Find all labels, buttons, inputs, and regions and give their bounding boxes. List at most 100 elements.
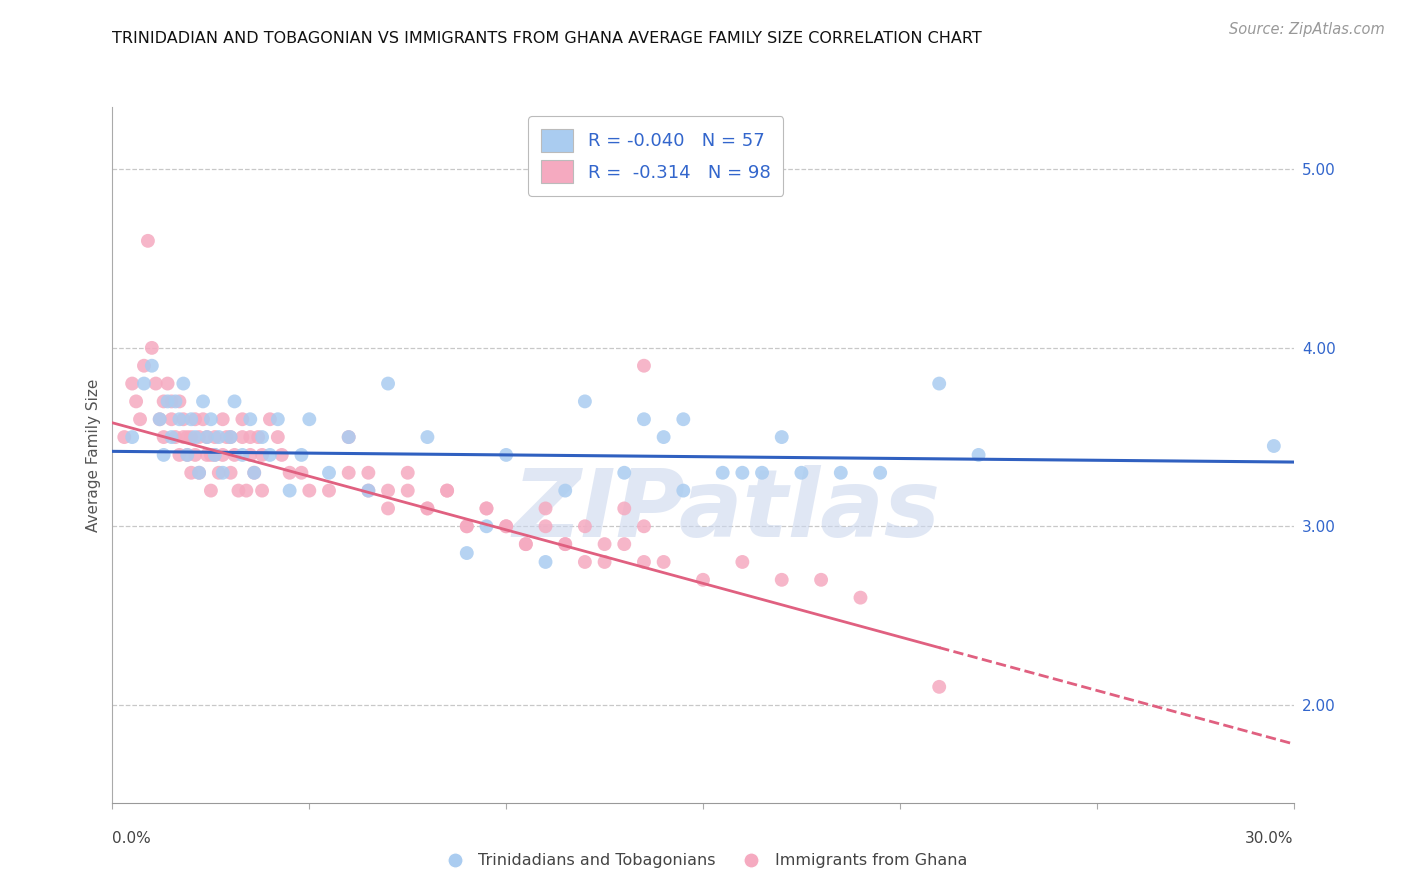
Point bbox=[219, 430, 242, 444]
Point bbox=[337, 430, 360, 444]
Point bbox=[613, 537, 636, 551]
Point bbox=[416, 501, 439, 516]
Point bbox=[456, 546, 478, 560]
Point bbox=[574, 519, 596, 533]
Point bbox=[278, 483, 301, 498]
Point bbox=[692, 573, 714, 587]
Point bbox=[169, 394, 191, 409]
Point bbox=[121, 430, 143, 444]
Point bbox=[191, 412, 214, 426]
Point bbox=[849, 591, 872, 605]
Point bbox=[169, 448, 191, 462]
Point bbox=[790, 466, 813, 480]
Point bbox=[141, 359, 163, 373]
Point bbox=[195, 430, 218, 444]
Point bbox=[224, 448, 246, 462]
Point bbox=[184, 430, 207, 444]
Point bbox=[711, 466, 734, 480]
Point bbox=[770, 430, 793, 444]
Text: TRINIDADIAN AND TOBAGONIAN VS IMMIGRANTS FROM GHANA AVERAGE FAMILY SIZE CORRELAT: TRINIDADIAN AND TOBAGONIAN VS IMMIGRANTS… bbox=[112, 31, 983, 46]
Point bbox=[180, 430, 202, 444]
Point bbox=[160, 430, 183, 444]
Point bbox=[633, 519, 655, 533]
Point bbox=[377, 501, 399, 516]
Point bbox=[633, 359, 655, 373]
Point bbox=[593, 555, 616, 569]
Point bbox=[152, 394, 174, 409]
Point bbox=[633, 412, 655, 426]
Point bbox=[495, 519, 517, 533]
Point bbox=[396, 466, 419, 480]
Point bbox=[928, 680, 950, 694]
Point bbox=[195, 430, 218, 444]
Point bbox=[270, 448, 292, 462]
Point bbox=[152, 430, 174, 444]
Point bbox=[337, 430, 360, 444]
Legend: Trinidadians and Tobagonians, Immigrants from Ghana: Trinidadians and Tobagonians, Immigrants… bbox=[432, 847, 974, 875]
Point bbox=[534, 519, 557, 533]
Point bbox=[751, 466, 773, 480]
Point bbox=[188, 430, 211, 444]
Point bbox=[290, 448, 312, 462]
Point bbox=[243, 466, 266, 480]
Point bbox=[515, 537, 537, 551]
Point bbox=[239, 430, 262, 444]
Point bbox=[208, 430, 231, 444]
Point bbox=[672, 483, 695, 498]
Point bbox=[633, 555, 655, 569]
Point bbox=[810, 573, 832, 587]
Point bbox=[278, 466, 301, 480]
Point bbox=[172, 376, 194, 391]
Point bbox=[456, 519, 478, 533]
Point bbox=[195, 448, 218, 462]
Point bbox=[475, 519, 498, 533]
Point bbox=[239, 412, 262, 426]
Point bbox=[298, 483, 321, 498]
Point bbox=[145, 376, 167, 391]
Point bbox=[652, 555, 675, 569]
Point bbox=[160, 412, 183, 426]
Point bbox=[495, 519, 517, 533]
Point bbox=[112, 430, 135, 444]
Point bbox=[731, 466, 754, 480]
Point bbox=[259, 448, 281, 462]
Point bbox=[172, 412, 194, 426]
Point bbox=[534, 555, 557, 569]
Point bbox=[180, 412, 202, 426]
Point bbox=[243, 466, 266, 480]
Point bbox=[731, 555, 754, 569]
Point bbox=[250, 483, 273, 498]
Point bbox=[200, 483, 222, 498]
Point bbox=[318, 483, 340, 498]
Point bbox=[416, 430, 439, 444]
Text: Source: ZipAtlas.com: Source: ZipAtlas.com bbox=[1229, 22, 1385, 37]
Point bbox=[298, 412, 321, 426]
Point bbox=[136, 234, 159, 248]
Point bbox=[475, 501, 498, 516]
Point bbox=[495, 448, 517, 462]
Point bbox=[200, 412, 222, 426]
Point bbox=[869, 466, 891, 480]
Point bbox=[211, 448, 233, 462]
Y-axis label: Average Family Size: Average Family Size bbox=[86, 378, 101, 532]
Point bbox=[172, 430, 194, 444]
Point bbox=[211, 412, 233, 426]
Point bbox=[416, 501, 439, 516]
Point bbox=[188, 466, 211, 480]
Point bbox=[215, 430, 238, 444]
Point bbox=[250, 448, 273, 462]
Point bbox=[141, 341, 163, 355]
Point bbox=[235, 483, 257, 498]
Point bbox=[132, 376, 155, 391]
Point bbox=[176, 430, 198, 444]
Point bbox=[208, 466, 231, 480]
Point bbox=[337, 466, 360, 480]
Point bbox=[554, 537, 576, 551]
Point bbox=[188, 466, 211, 480]
Point bbox=[204, 430, 226, 444]
Point bbox=[121, 376, 143, 391]
Text: 0.0%: 0.0% bbox=[112, 830, 152, 846]
Point bbox=[613, 501, 636, 516]
Point bbox=[156, 376, 179, 391]
Point bbox=[224, 394, 246, 409]
